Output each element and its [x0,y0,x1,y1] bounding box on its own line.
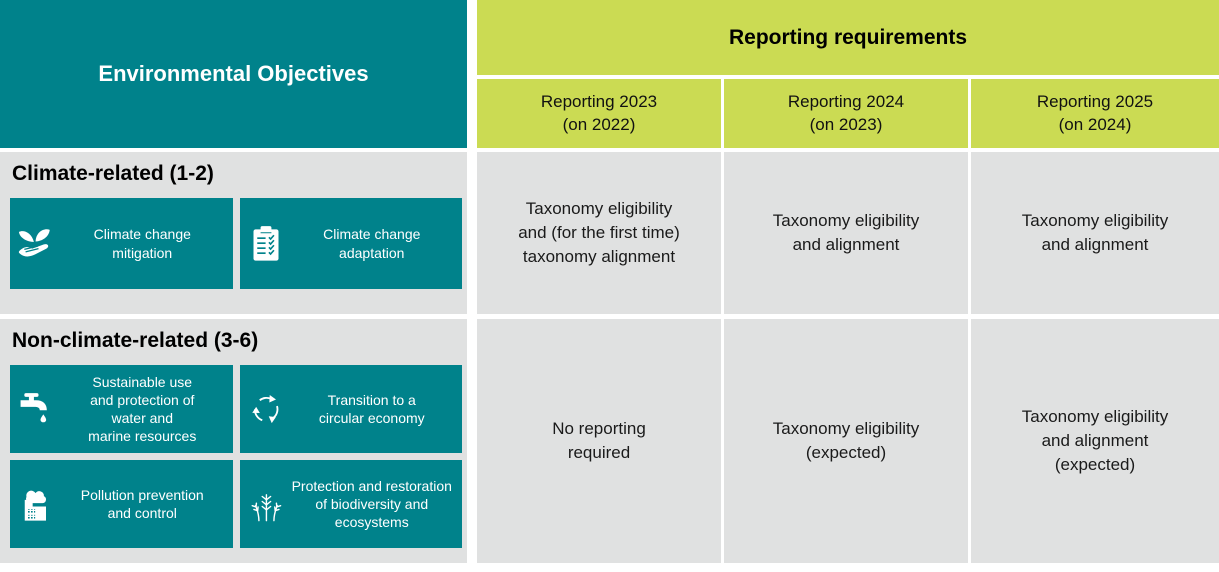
wheat-icon [244,484,288,524]
non-climate-related-group: Non-climate-related (3-6) Sustainable us… [0,319,467,563]
climate-objective-boxes: Climate change mitigation [10,198,462,289]
objective-circular-economy: Transition to a circular economy [239,365,462,453]
factory-icon [14,484,58,524]
objective-climate-change-mitigation: Climate change mitigation [10,198,233,289]
cell-nonclimate-2025: Taxonomy eligibility and alignment (expe… [971,319,1219,563]
objective-label: Transition to a circular economy [318,391,425,426]
clipboard-checklist-icon [244,224,288,264]
objective-climate-change-adaptation: Climate change adaptation [239,198,462,289]
recycle-icon [244,389,288,429]
column-header-reporting-2023: Reporting 2023 (on 2022) [477,79,721,148]
climate-related-title: Climate-related (1-2) [12,162,214,185]
environmental-objectives-header: Environmental Objectives [0,0,467,148]
objective-biodiversity-ecosystems: Protection and restoration of biodiversi… [239,460,462,548]
objective-label: Climate change adaptation [323,226,421,261]
objective-water-marine-resources: Sustainable use and protection of water … [10,365,233,453]
cell-climate-2023: Taxonomy eligibility and (for the first … [477,152,721,314]
objective-label: Climate change mitigation [93,226,191,261]
faucet-drop-icon [14,389,58,429]
cell-nonclimate-2024: Taxonomy eligibility (expected) [724,319,968,563]
column-header-reporting-2024: Reporting 2024 (on 2023) [724,79,968,148]
non-climate-related-title: Non-climate-related (3-6) [12,329,259,352]
objective-label: Protection and restoration of biodiversi… [291,477,452,531]
reporting-requirements-label: Reporting requirements [728,25,968,49]
cell-climate-2024: Taxonomy eligibility and alignment [724,152,968,314]
objective-label: Sustainable use and protection of water … [88,373,197,445]
environmental-objectives-label: Environmental Objectives [98,61,369,86]
objective-pollution-prevention: Pollution prevention and control [10,460,233,548]
reporting-requirements-header: Reporting requirements [477,0,1219,75]
cell-nonclimate-2023: No reporting required [477,319,721,563]
cell-climate-2025: Taxonomy eligibility and alignment [971,152,1219,314]
hand-leaf-icon [14,224,58,264]
column-header-reporting-2025: Reporting 2025 (on 2024) [971,79,1219,148]
climate-related-group: Climate-related (1-2) Climate change mit… [0,152,467,314]
objective-label: Pollution prevention and control [80,486,204,521]
non-climate-objective-boxes: Sustainable use and protection of water … [10,365,462,548]
